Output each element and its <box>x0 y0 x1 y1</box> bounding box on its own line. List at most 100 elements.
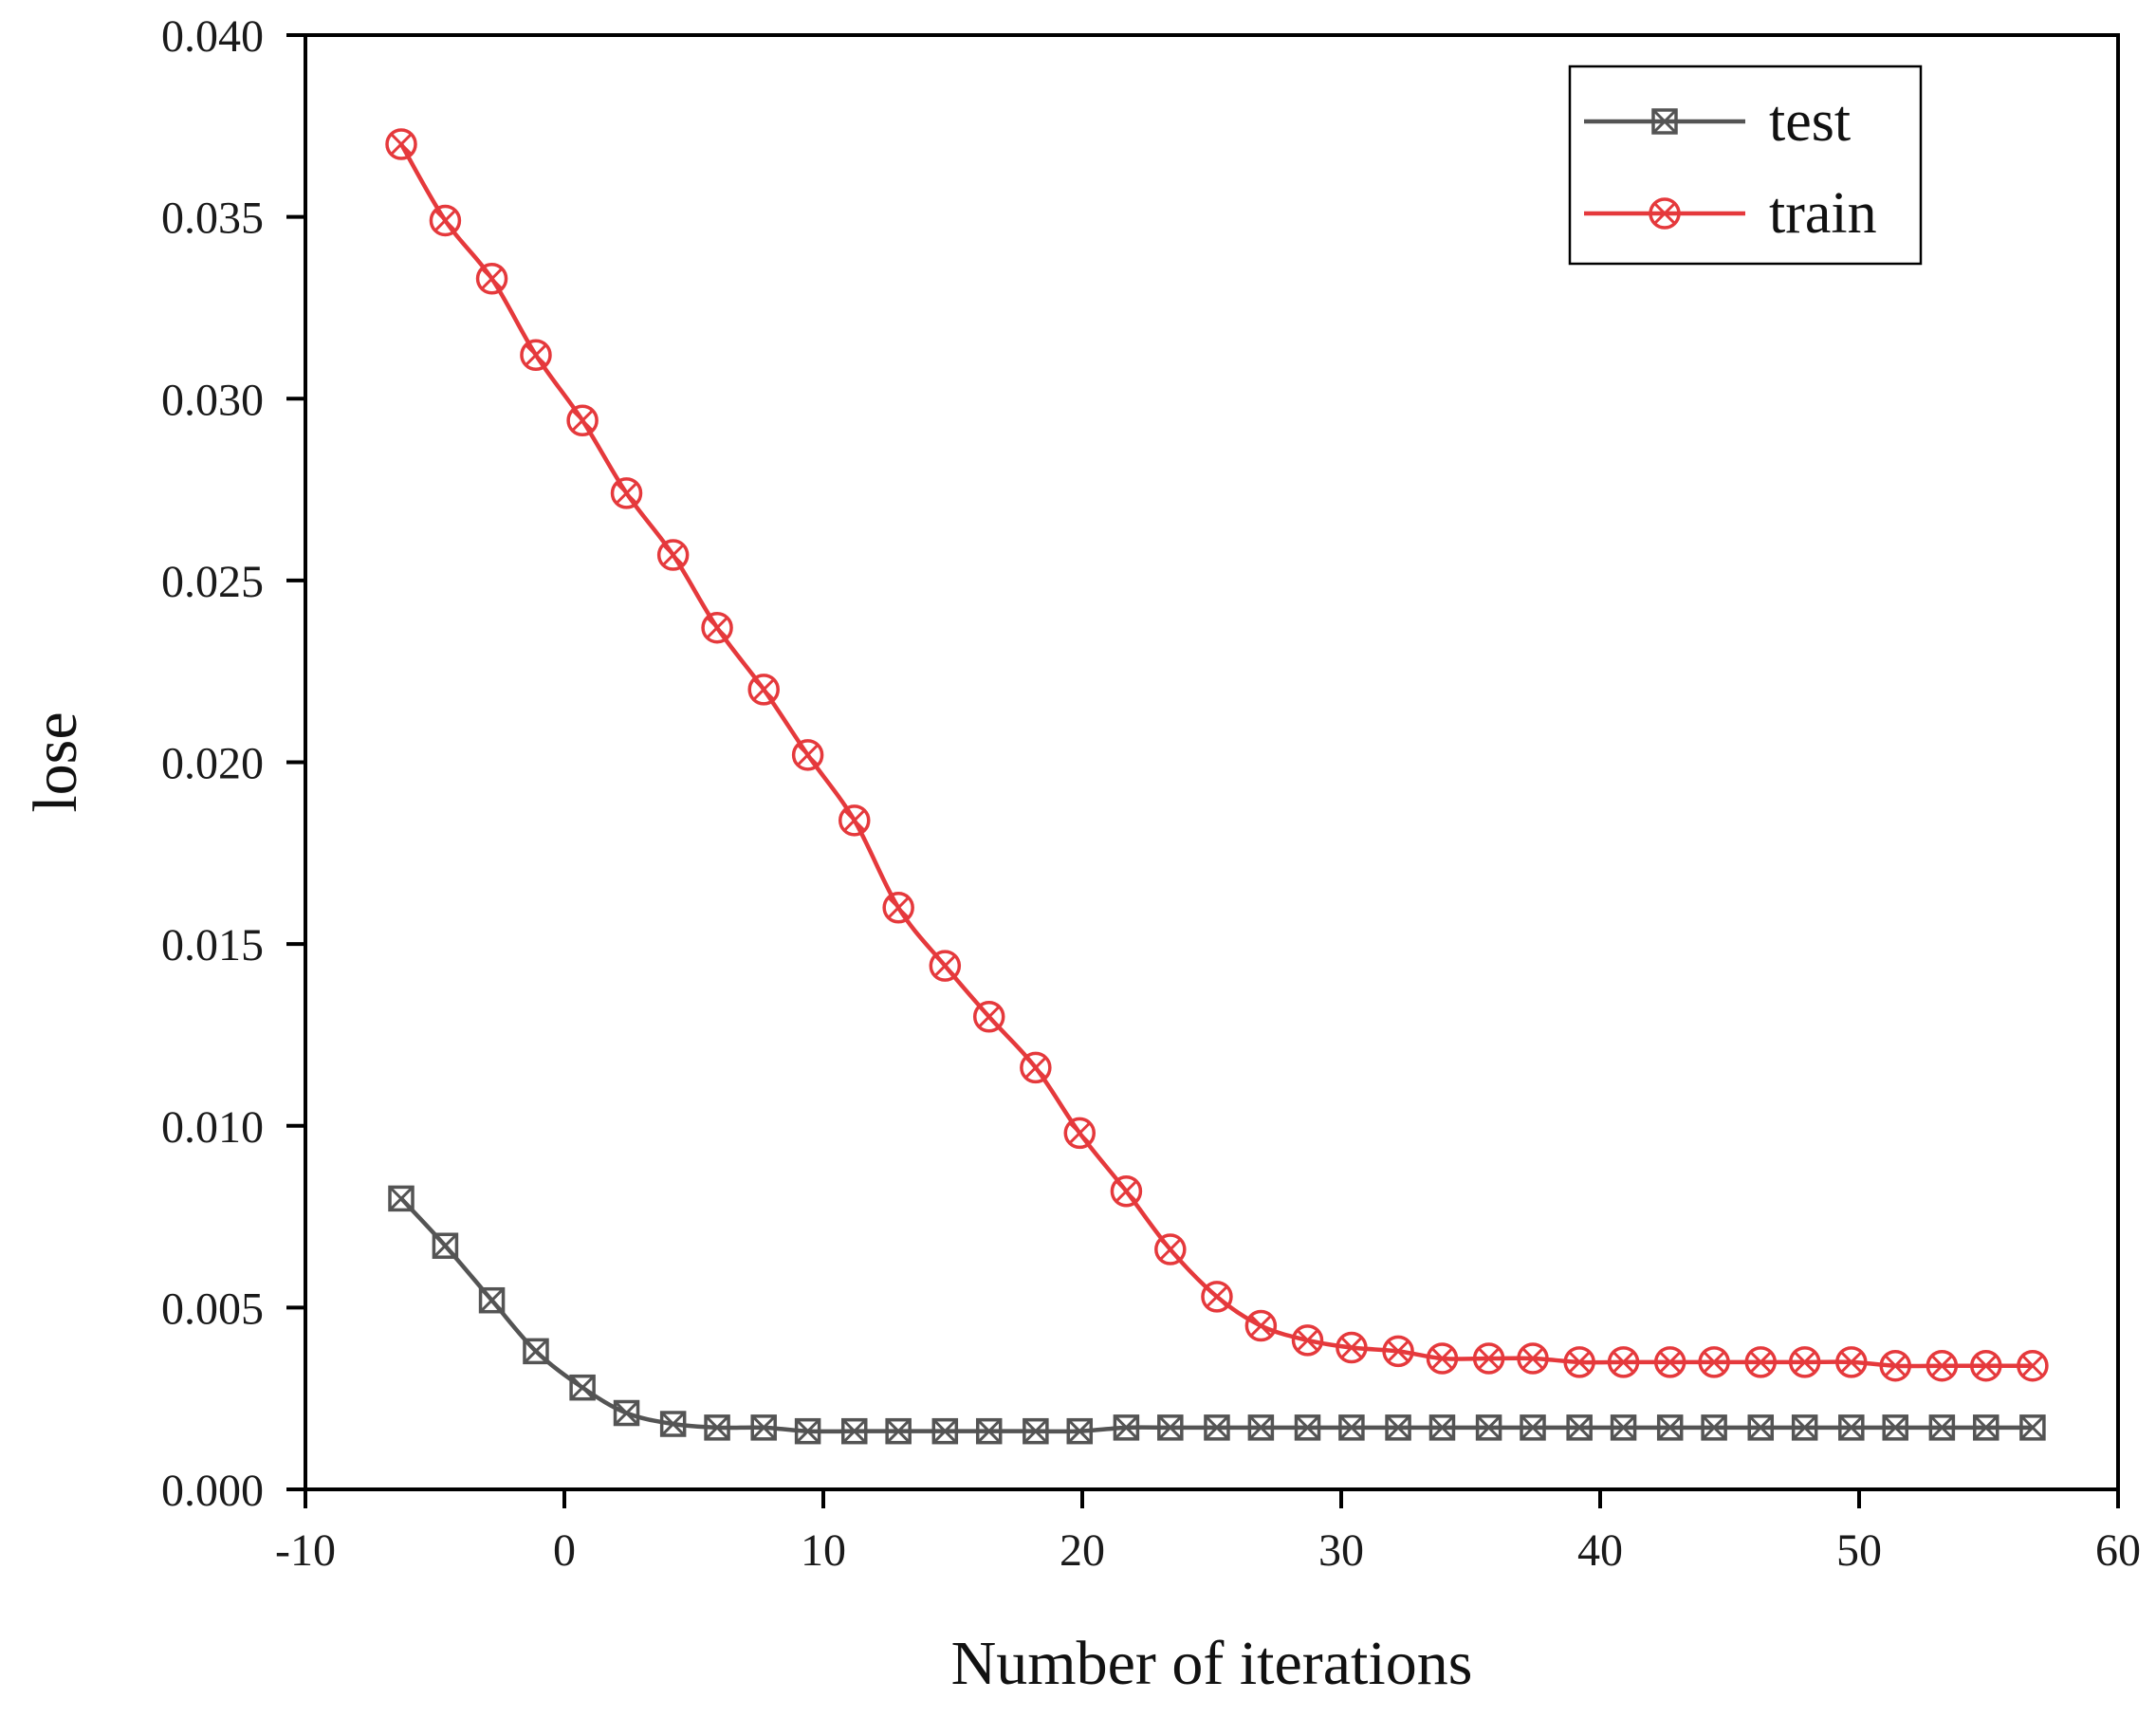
x-tick-label: 30 <box>1318 1525 1364 1576</box>
data-point-test-20 <box>1294 1414 1321 1441</box>
data-point-train-33 <box>1879 1349 1911 1382</box>
y-tick-label: 0.015 <box>161 920 264 970</box>
x-tick-label: 20 <box>1060 1525 1105 1576</box>
data-point-test-0 <box>388 1185 415 1212</box>
data-point-train-4 <box>566 404 599 436</box>
data-point-train-20 <box>1291 1324 1324 1357</box>
data-point-test-2 <box>478 1286 506 1314</box>
data-point-test-6 <box>659 1411 687 1437</box>
data-point-train-1 <box>429 204 462 237</box>
data-point-test-36 <box>2019 1414 2046 1441</box>
data-point-test-5 <box>613 1399 640 1427</box>
data-point-train-29 <box>1698 1346 1730 1378</box>
data-point-train-25 <box>1517 1342 1549 1375</box>
legend-item-train: train <box>1584 181 1877 246</box>
data-point-test-28 <box>1656 1414 1684 1441</box>
data-point-train-9 <box>791 739 824 771</box>
plot-background <box>305 35 2118 1489</box>
data-point-test-17 <box>1157 1414 1184 1441</box>
data-point-test-10 <box>841 1417 868 1445</box>
data-point-train-31 <box>1788 1346 1821 1378</box>
data-point-train-14 <box>1020 1051 1052 1084</box>
axes-layer: -10 0 10 20 30 40 50 60 0.000 0.005 0.010 0.015 0.02… <box>161 11 2141 1576</box>
data-point-train-30 <box>1744 1346 1778 1378</box>
data-point-test-33 <box>1882 1414 1908 1441</box>
data-point-train-0 <box>385 128 417 160</box>
data-point-test-25 <box>1520 1414 1546 1441</box>
data-point-test-26 <box>1566 1414 1593 1441</box>
x-tick-label: 10 <box>801 1525 846 1576</box>
y-tick-label: 0.005 <box>161 1284 264 1334</box>
data-point-train-34 <box>1926 1349 1959 1382</box>
y-tick-label: 0.025 <box>161 557 264 607</box>
data-point-train-2 <box>475 263 508 295</box>
data-point-test-1 <box>432 1232 459 1259</box>
data-point-train-35 <box>1970 1349 2002 1382</box>
x-tick-label: 50 <box>1836 1525 1882 1576</box>
x-tick-label: 40 <box>1577 1525 1623 1576</box>
data-point-train-22 <box>1382 1335 1414 1368</box>
legend-label-test: test <box>1769 89 1851 154</box>
data-point-test-14 <box>1023 1417 1049 1445</box>
data-point-train-6 <box>656 539 690 571</box>
data-point-train-3 <box>520 339 552 372</box>
data-point-test-12 <box>931 1417 959 1445</box>
data-point-test-27 <box>1610 1414 1637 1441</box>
data-point-train-17 <box>1154 1233 1187 1265</box>
data-point-test-24 <box>1475 1414 1502 1441</box>
data-point-train-7 <box>701 611 733 644</box>
data-point-train-32 <box>1835 1346 1868 1378</box>
data-point-train-12 <box>929 950 962 982</box>
x-tick-label: 60 <box>2095 1525 2141 1576</box>
data-point-test-18 <box>1204 1414 1230 1441</box>
data-point-test-32 <box>1838 1414 1865 1441</box>
x-axis-title: Number of iterations <box>951 1629 1473 1698</box>
data-point-train-13 <box>972 1001 1005 1033</box>
data-point-test-11 <box>885 1417 912 1445</box>
data-point-train-10 <box>838 804 871 837</box>
data-point-test-22 <box>1385 1414 1411 1441</box>
data-point-test-8 <box>750 1414 777 1441</box>
series-line-train <box>399 142 2033 1369</box>
legend-marker-train <box>1649 197 1681 230</box>
data-point-train-26 <box>1563 1346 1595 1378</box>
data-point-test-29 <box>1701 1414 1727 1441</box>
data-point-test-13 <box>975 1417 1003 1445</box>
data-point-train-23 <box>1426 1342 1459 1375</box>
data-point-test-30 <box>1747 1414 1775 1441</box>
series-layer <box>385 128 2049 1445</box>
data-point-train-21 <box>1336 1331 1368 1364</box>
x-tick-label: 0 <box>553 1525 576 1576</box>
data-point-test-34 <box>1928 1414 1956 1441</box>
data-point-test-4 <box>569 1374 596 1401</box>
data-point-test-16 <box>1113 1414 1140 1441</box>
data-point-train-5 <box>610 477 643 509</box>
data-point-train-36 <box>2017 1349 2049 1382</box>
data-point-test-7 <box>704 1414 730 1441</box>
data-point-train-11 <box>882 892 914 924</box>
legend-marker-test <box>1651 108 1678 135</box>
data-point-test-3 <box>523 1338 549 1365</box>
y-tick-label: 0.000 <box>161 1466 264 1516</box>
data-point-train-8 <box>747 674 780 706</box>
data-point-train-27 <box>1607 1346 1640 1378</box>
data-point-train-19 <box>1244 1309 1278 1342</box>
y-tick-label: 0.035 <box>161 194 264 244</box>
y-axis-title: lose <box>21 711 90 812</box>
data-point-test-31 <box>1791 1414 1818 1441</box>
legend-item-test: test <box>1584 89 1851 154</box>
y-tick-label: 0.030 <box>161 375 264 425</box>
y-tick-label: 0.020 <box>161 739 264 789</box>
data-point-test-15 <box>1066 1417 1094 1445</box>
data-point-test-23 <box>1428 1414 1456 1441</box>
data-point-train-28 <box>1653 1346 1686 1378</box>
legend: test train <box>1568 65 1923 266</box>
legend-label-train: train <box>1769 181 1877 246</box>
data-point-test-19 <box>1247 1414 1275 1441</box>
data-point-train-16 <box>1110 1174 1143 1208</box>
y-tick-label: 0.040 <box>161 11 264 62</box>
data-point-test-35 <box>1973 1414 1999 1441</box>
data-point-train-24 <box>1472 1342 1505 1375</box>
x-tick-label: -10 <box>275 1525 336 1576</box>
